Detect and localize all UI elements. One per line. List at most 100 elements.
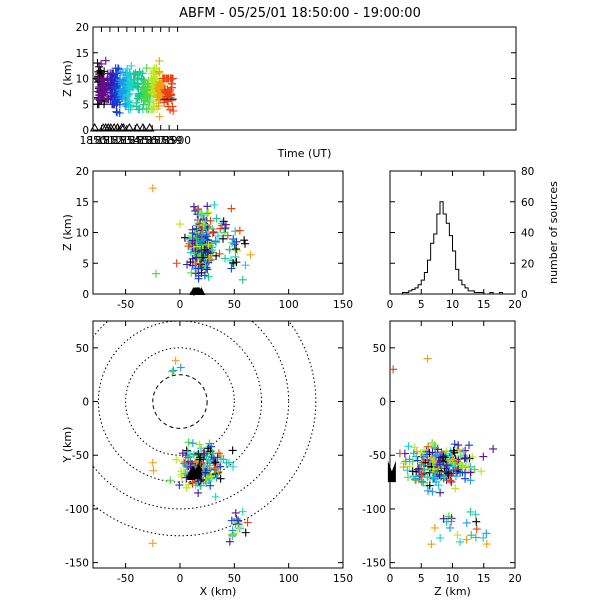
zy-point (447, 517, 456, 526)
time-height-point (123, 91, 132, 100)
x-tick-label: 0 (387, 573, 394, 585)
x-tick-label: 10 (446, 573, 459, 585)
x-tick-label: 15 (477, 299, 490, 311)
plan-point (176, 363, 185, 372)
xz-point (189, 202, 198, 211)
zy-point (434, 481, 443, 490)
xz-point (199, 221, 208, 230)
panel-x-z: -50 0 50 100 150 0 5 10 15 20 Z (km) (61, 166, 353, 311)
x-tick-label: 5 (418, 573, 425, 585)
x-tick-label: 10 (446, 299, 459, 311)
xz-point (196, 260, 205, 269)
x-tick-label: 5 (418, 299, 425, 311)
time-height-point (167, 96, 176, 105)
xz-point (229, 235, 238, 244)
x-tick-label: 1855 (122, 135, 149, 147)
xz-point (201, 261, 210, 270)
plan-point (166, 476, 175, 485)
time-height-point (116, 86, 125, 95)
x-axis-label: X (km) (200, 585, 237, 598)
range-rings (93, 321, 317, 537)
y-tick-label: -150 (362, 558, 386, 570)
x-tick-label: 0 (177, 299, 184, 311)
zy-point (471, 510, 480, 519)
zy-point (427, 540, 436, 549)
time-height-point (153, 91, 162, 100)
zy-point (413, 465, 422, 474)
station-marker (194, 463, 203, 472)
zy-point (460, 454, 469, 463)
xz-point (202, 232, 211, 241)
zy-point (456, 468, 465, 477)
zy-point (430, 523, 439, 532)
time-height-point (166, 105, 175, 114)
time-height-point (162, 89, 171, 98)
time-height-point (162, 96, 171, 105)
y-axis-label: Z (km) (61, 60, 74, 97)
plan-point (214, 467, 223, 476)
plan-point (182, 461, 191, 470)
xz-point (227, 204, 236, 213)
time-height-point (155, 67, 164, 76)
xz-point (215, 249, 224, 258)
xz-point (241, 261, 250, 270)
xz-point (203, 265, 212, 274)
zy-point (466, 476, 475, 485)
zy-point (461, 474, 470, 483)
xz-point (231, 227, 240, 236)
xz-point (197, 248, 206, 257)
plan-point (216, 462, 225, 471)
plot-frame (389, 170, 516, 295)
plan-point (195, 455, 204, 464)
time-height-point (154, 83, 163, 92)
time-height-point (134, 83, 143, 92)
plan-point (196, 444, 205, 453)
time-height-point (120, 86, 129, 95)
plan-point (234, 523, 243, 532)
plan-point (188, 439, 197, 448)
xz-point (193, 242, 202, 251)
xz-point (214, 231, 223, 240)
zy-point (467, 531, 476, 540)
plan-point (216, 474, 225, 483)
zy-point (395, 449, 404, 458)
time-height-point (155, 85, 164, 94)
time-height-point (158, 91, 167, 100)
xz-point (193, 246, 202, 255)
xz-point (208, 229, 217, 238)
xz-point (204, 208, 213, 217)
zy-point (423, 472, 432, 481)
zy-point (458, 462, 467, 471)
zy-point (453, 457, 462, 466)
y-tick-label: 20 (521, 258, 534, 270)
y-tick-label: -150 (65, 558, 89, 570)
xz-point (233, 246, 242, 255)
time-height-point (127, 61, 136, 70)
y-tick-label: 60 (521, 197, 534, 209)
zy-point (489, 444, 498, 453)
zy-point (470, 465, 479, 474)
zy-point (404, 442, 413, 451)
plan-point (149, 466, 158, 475)
plot-frame (92, 320, 344, 569)
xz-point (175, 220, 184, 229)
x-tick-label: 1859 (156, 135, 183, 147)
plan-point (177, 467, 186, 476)
time-height-point (150, 64, 159, 73)
time-height-point (95, 91, 104, 100)
plan-point (243, 518, 252, 527)
x-axis-label: Z (km) (434, 585, 471, 598)
xz-point (204, 254, 213, 263)
plan-point (238, 507, 247, 516)
plan-point (181, 469, 190, 478)
y-tick-label: -100 (65, 504, 89, 516)
xz-point (238, 275, 247, 284)
time-height-point (113, 108, 122, 117)
time-height-point (112, 107, 121, 116)
plan-point (169, 366, 178, 375)
time-height-point (95, 82, 104, 91)
x-tick-label: 0 (177, 573, 184, 585)
x-tick-label: 1856 (130, 135, 157, 147)
